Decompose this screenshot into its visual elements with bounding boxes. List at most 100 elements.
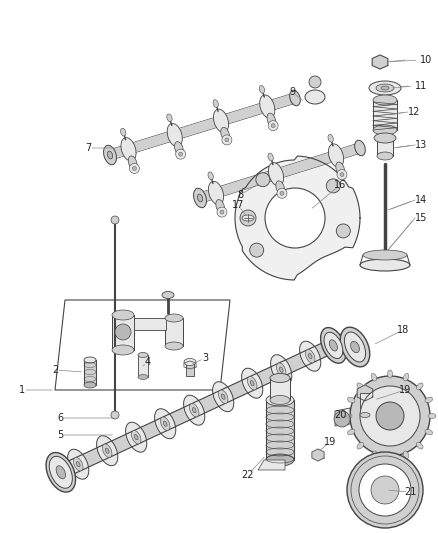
Ellipse shape <box>213 109 229 133</box>
Ellipse shape <box>276 181 285 195</box>
Ellipse shape <box>376 84 394 92</box>
Circle shape <box>111 411 119 419</box>
Ellipse shape <box>189 403 199 417</box>
Ellipse shape <box>160 417 170 431</box>
Ellipse shape <box>213 100 219 108</box>
Ellipse shape <box>321 328 346 364</box>
Text: 17: 17 <box>232 200 244 210</box>
Text: 15: 15 <box>415 213 427 223</box>
Ellipse shape <box>208 181 223 205</box>
Text: 19: 19 <box>324 437 336 447</box>
Polygon shape <box>198 143 361 203</box>
Text: 7: 7 <box>85 143 91 153</box>
Ellipse shape <box>266 454 294 466</box>
Ellipse shape <box>329 340 337 351</box>
Ellipse shape <box>67 449 89 479</box>
Ellipse shape <box>74 457 83 471</box>
Ellipse shape <box>268 163 283 186</box>
Ellipse shape <box>165 342 183 350</box>
Ellipse shape <box>403 374 409 381</box>
Circle shape <box>336 224 350 238</box>
Polygon shape <box>52 462 72 481</box>
Ellipse shape <box>371 451 377 458</box>
Circle shape <box>132 166 136 171</box>
Ellipse shape <box>84 382 96 388</box>
Ellipse shape <box>344 414 352 418</box>
Text: 4: 4 <box>145 357 151 367</box>
Circle shape <box>256 173 270 187</box>
Bar <box>266 400 294 460</box>
Polygon shape <box>258 460 285 470</box>
Ellipse shape <box>360 413 370 417</box>
Ellipse shape <box>163 421 167 426</box>
Text: 11: 11 <box>415 81 427 91</box>
Polygon shape <box>299 347 319 367</box>
Ellipse shape <box>417 442 423 449</box>
Ellipse shape <box>106 448 109 454</box>
Ellipse shape <box>208 172 213 180</box>
Text: 16: 16 <box>334 180 346 190</box>
Ellipse shape <box>167 114 172 122</box>
Ellipse shape <box>49 456 72 488</box>
Bar <box>134 318 166 330</box>
Ellipse shape <box>279 367 283 373</box>
Ellipse shape <box>97 435 118 466</box>
Polygon shape <box>168 408 188 427</box>
Ellipse shape <box>184 359 196 366</box>
Ellipse shape <box>155 409 176 439</box>
Ellipse shape <box>219 390 228 403</box>
Circle shape <box>176 149 186 159</box>
Bar <box>360 393 370 415</box>
Polygon shape <box>81 448 102 468</box>
Circle shape <box>309 76 321 88</box>
Ellipse shape <box>357 442 364 449</box>
Ellipse shape <box>381 86 389 90</box>
Ellipse shape <box>347 429 355 435</box>
Ellipse shape <box>126 422 147 452</box>
Ellipse shape <box>369 81 401 95</box>
Ellipse shape <box>121 138 136 161</box>
Circle shape <box>268 120 278 131</box>
Bar <box>377 138 393 156</box>
Polygon shape <box>269 361 290 380</box>
Ellipse shape <box>165 314 183 322</box>
Circle shape <box>347 452 423 528</box>
Ellipse shape <box>107 151 113 159</box>
Ellipse shape <box>344 332 366 362</box>
Text: 2: 2 <box>52 365 58 375</box>
Ellipse shape <box>360 259 410 271</box>
Ellipse shape <box>103 146 117 165</box>
Text: 3: 3 <box>202 353 208 363</box>
Ellipse shape <box>417 383 423 390</box>
Ellipse shape <box>388 370 392 378</box>
Ellipse shape <box>242 368 263 398</box>
Text: 20: 20 <box>334 410 346 420</box>
Ellipse shape <box>120 128 126 136</box>
Bar <box>165 318 183 346</box>
Circle shape <box>222 135 232 145</box>
Ellipse shape <box>131 431 141 444</box>
Ellipse shape <box>216 199 225 213</box>
Text: 9: 9 <box>289 87 295 97</box>
Ellipse shape <box>388 454 392 462</box>
Polygon shape <box>139 422 159 441</box>
Ellipse shape <box>270 374 290 383</box>
Circle shape <box>129 164 139 173</box>
Ellipse shape <box>212 382 234 411</box>
Polygon shape <box>95 442 116 461</box>
Polygon shape <box>183 401 203 421</box>
Ellipse shape <box>340 327 370 367</box>
Ellipse shape <box>300 341 321 371</box>
Ellipse shape <box>247 376 257 390</box>
Polygon shape <box>284 354 304 373</box>
Ellipse shape <box>167 124 182 147</box>
Ellipse shape <box>350 341 360 353</box>
Ellipse shape <box>355 140 365 156</box>
Text: 8: 8 <box>237 190 243 200</box>
Ellipse shape <box>357 383 364 390</box>
Circle shape <box>340 173 344 176</box>
Polygon shape <box>312 449 324 461</box>
Ellipse shape <box>194 188 206 208</box>
Ellipse shape <box>84 357 96 363</box>
Text: 6: 6 <box>57 413 63 423</box>
